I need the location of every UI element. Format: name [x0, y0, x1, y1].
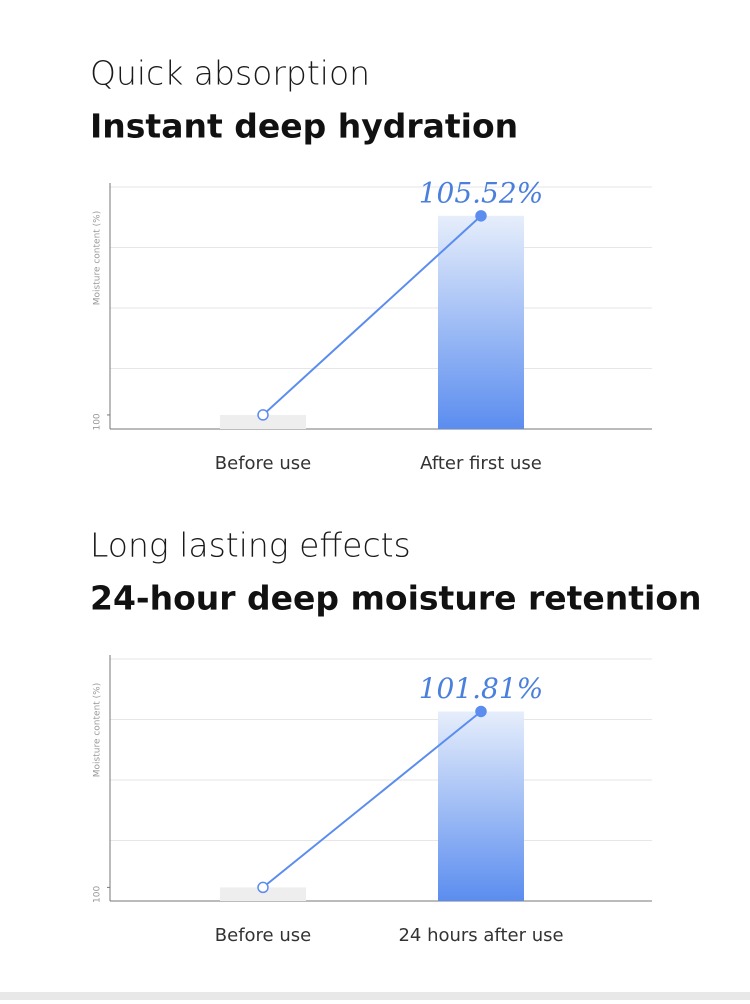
data-point	[257, 881, 269, 894]
chart-subtitle: 24-hour deep moisture retention	[90, 579, 702, 618]
footer-strip	[0, 992, 750, 1000]
x-tick-label: 24 hours after use	[398, 925, 563, 946]
y-tick-label: 100	[93, 886, 103, 903]
data-point	[257, 409, 269, 421]
value-label: 101.81%	[419, 672, 544, 705]
data-point	[475, 705, 487, 718]
chart: Long lasting effects 24-hour deep moistur…	[90, 526, 702, 947]
chart-title: Quick absorption	[90, 54, 370, 93]
chart: Quick absorption Instant deep hydration Mo…	[90, 54, 652, 474]
y-axis-label: Moisture content (%)	[93, 683, 103, 778]
x-tick-label: Before use	[215, 925, 311, 946]
chart-subtitle: Instant deep hydration	[90, 107, 518, 146]
x-tick-label: Before use	[215, 453, 311, 474]
value-label: 105.52%	[419, 176, 544, 209]
trend-line	[262, 710, 482, 889]
bar	[220, 887, 306, 901]
bar	[438, 711, 524, 901]
x-tick-label: After first use	[420, 453, 542, 474]
y-tick-label: 100	[93, 413, 103, 430]
data-point	[475, 210, 487, 222]
chart-title: Long lasting effects	[90, 526, 411, 565]
trend-line	[262, 215, 482, 416]
y-axis-label: Moisture content (%)	[93, 211, 103, 306]
bar	[220, 414, 306, 429]
bar	[438, 215, 524, 429]
